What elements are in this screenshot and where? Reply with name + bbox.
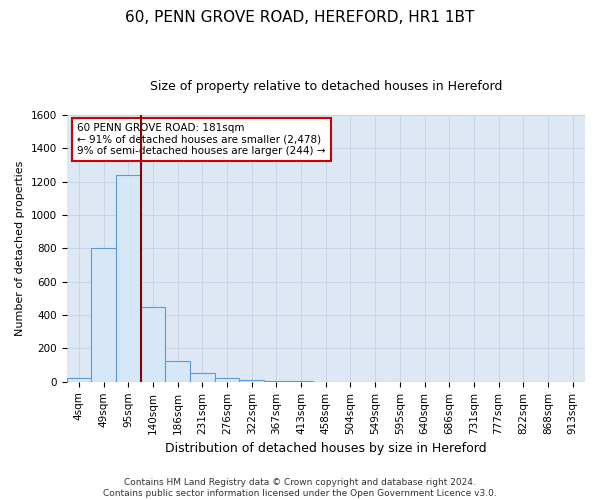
Text: 60, PENN GROVE ROAD, HEREFORD, HR1 1BT: 60, PENN GROVE ROAD, HEREFORD, HR1 1BT [125,10,475,25]
Text: Contains HM Land Registry data © Crown copyright and database right 2024.
Contai: Contains HM Land Registry data © Crown c… [103,478,497,498]
Bar [140,307,165,382]
Bar [91,248,116,382]
Bar [67,378,91,382]
Title: Size of property relative to detached houses in Hereford: Size of property relative to detached ho… [149,80,502,93]
Y-axis label: Number of detached properties: Number of detached properties [15,160,25,336]
Bar [239,380,264,382]
Bar [116,175,140,382]
Bar [215,378,239,382]
Bar [264,381,289,382]
Text: 60 PENN GROVE ROAD: 181sqm
← 91% of detached houses are smaller (2,478)
9% of se: 60 PENN GROVE ROAD: 181sqm ← 91% of deta… [77,123,325,156]
X-axis label: Distribution of detached houses by size in Hereford: Distribution of detached houses by size … [165,442,487,455]
Bar [165,361,190,382]
Bar [190,372,215,382]
